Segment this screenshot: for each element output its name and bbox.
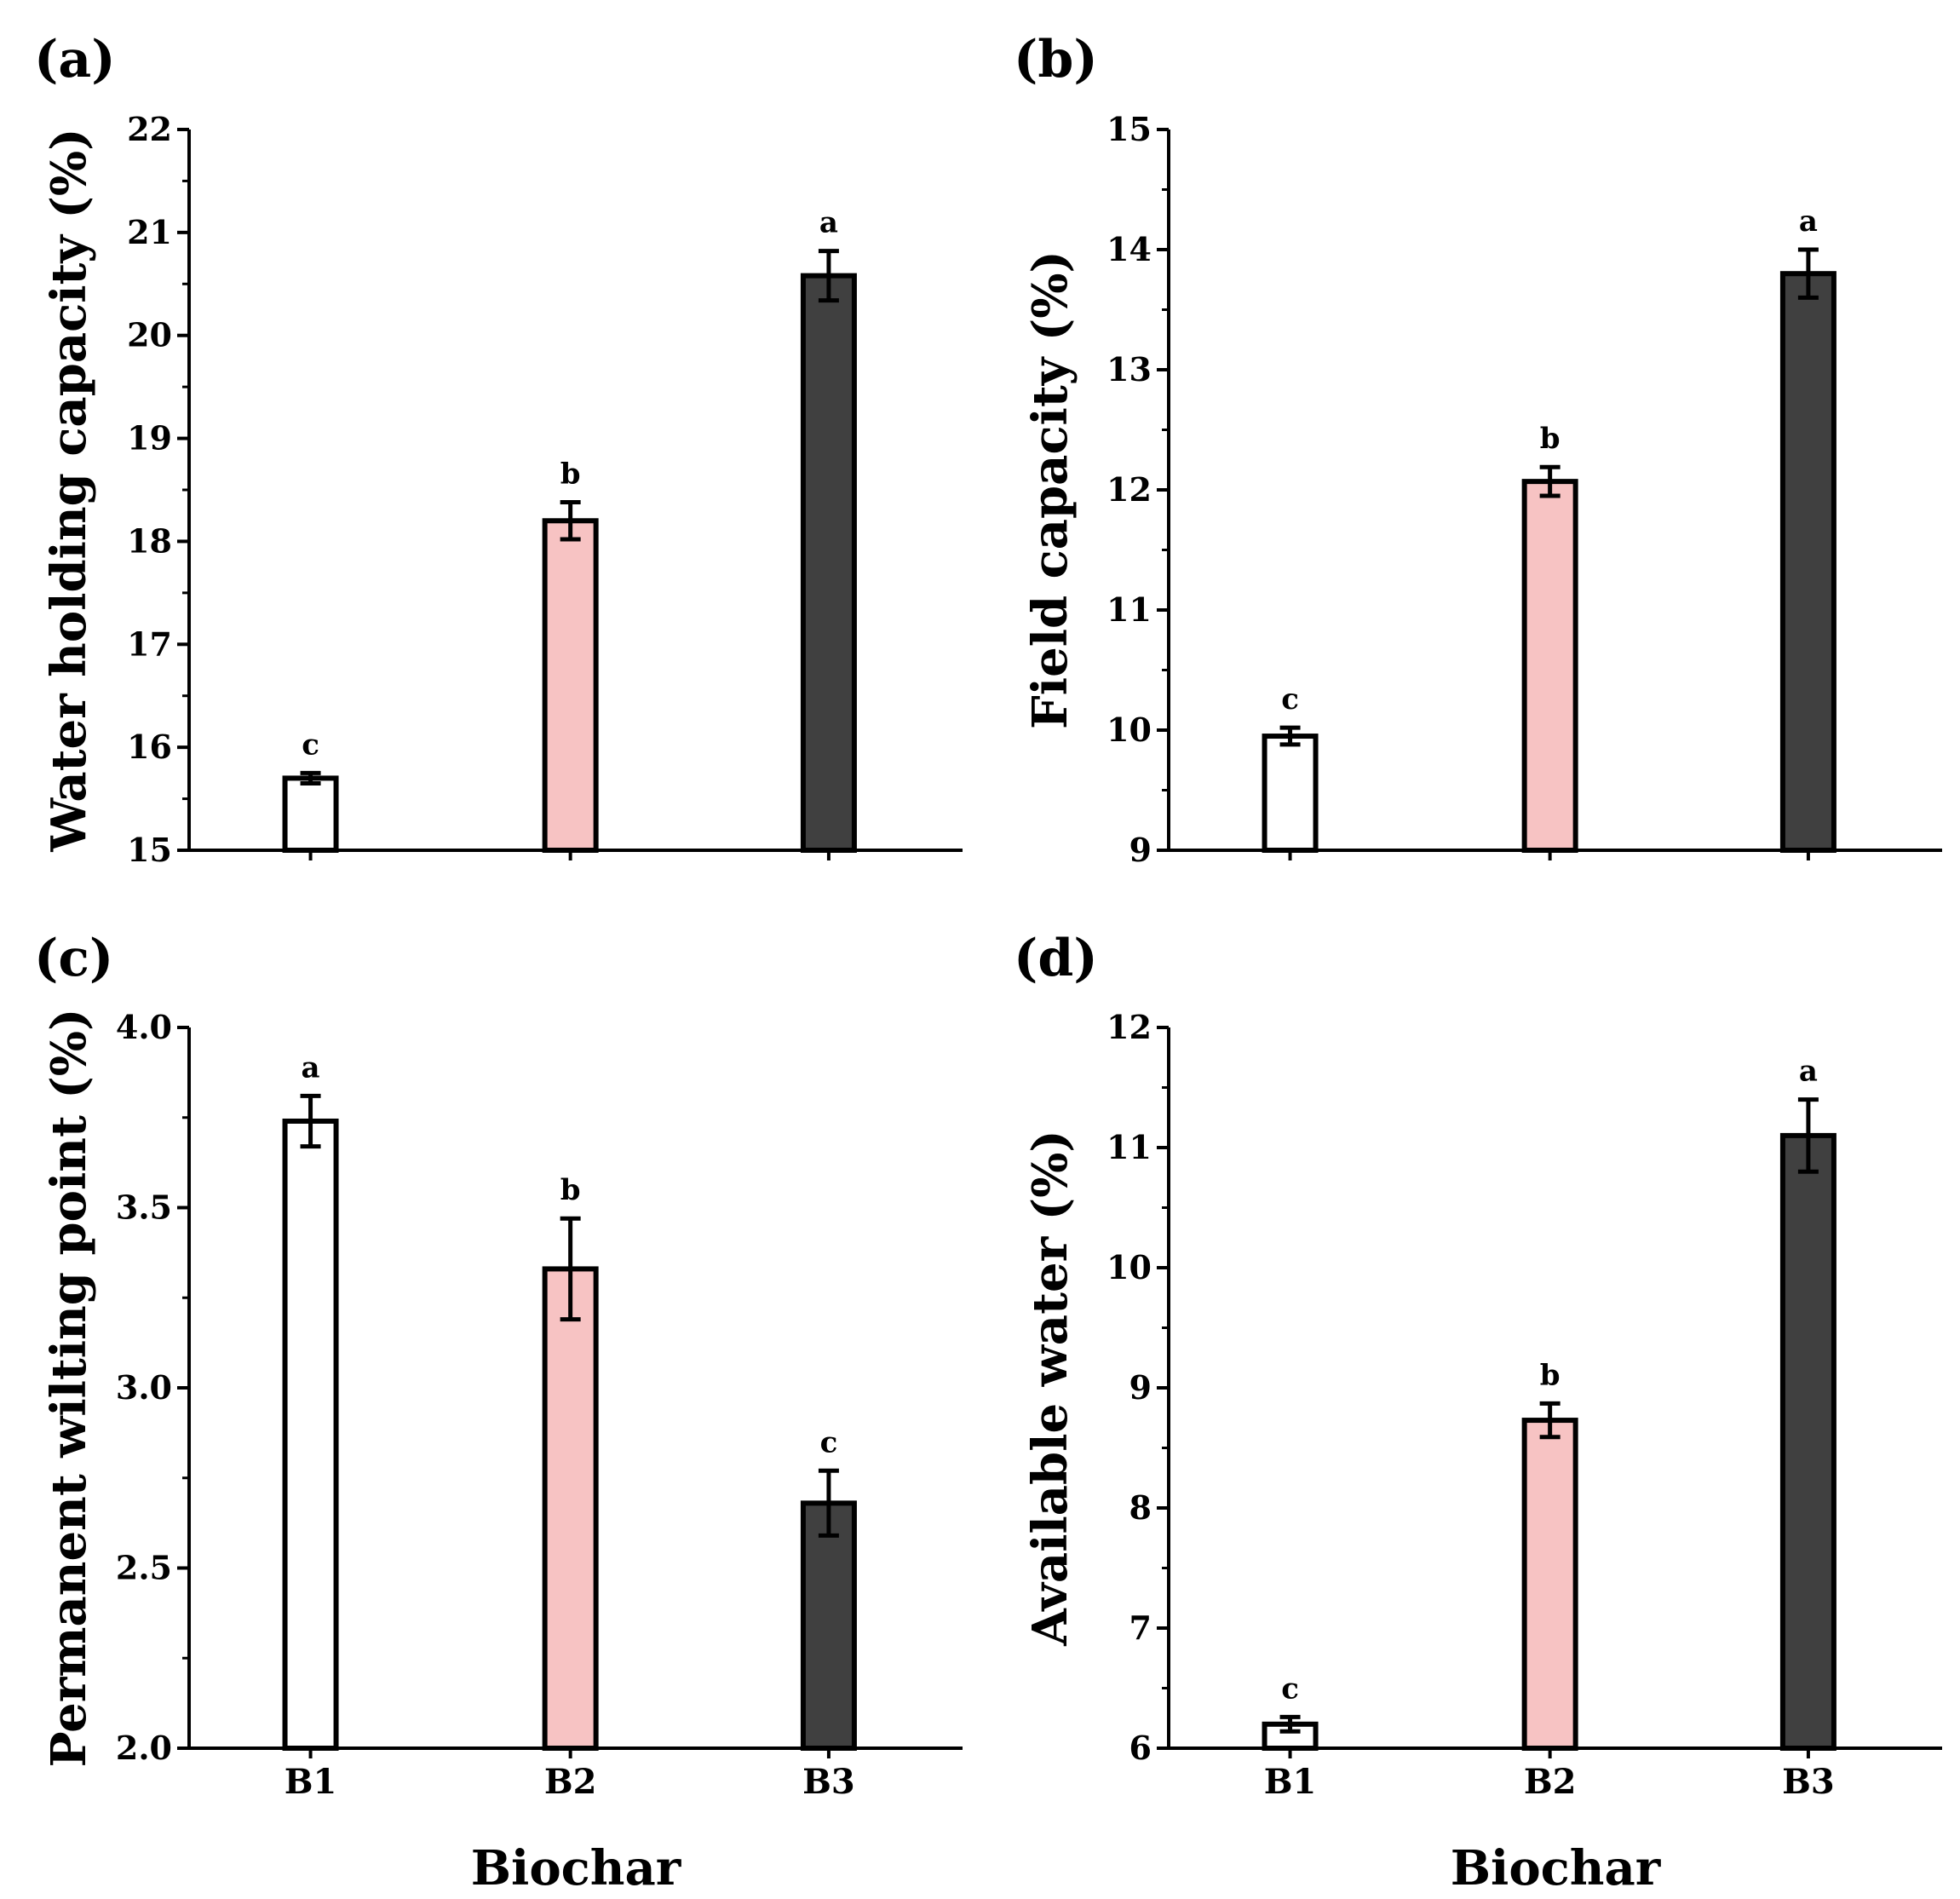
y-tick-label: 8 (1129, 1488, 1152, 1527)
significance-letter-b1: a (302, 1050, 320, 1085)
y-tick-label: 15 (1106, 110, 1152, 148)
y-tick-label: 7 (1129, 1608, 1152, 1647)
y-tick-label: 3.0 (116, 1368, 172, 1407)
y-tick-label: 6 (1129, 1729, 1152, 1767)
y-tick-label: 14 (1106, 230, 1152, 268)
significance-letter-b3: a (1799, 204, 1818, 239)
significance-letter-b2: b (1540, 422, 1561, 456)
y-axis-label: Field capacity (%) (1022, 250, 1078, 729)
x-tick-label-b3: B3 (802, 1762, 855, 1802)
y-tick-label: 18 (127, 521, 172, 560)
chart-panel-a: (a) Water holding capacity (%) 15 16 17 18 19 2… (34, 30, 963, 869)
panel-label: (d) (1014, 929, 1098, 988)
significance-letter-b3: c (820, 1425, 838, 1459)
bar-b3 (800, 273, 857, 854)
bar-b1 (282, 775, 339, 854)
significance-letter-b2: b (560, 457, 581, 492)
significance-letter-b3: a (1799, 1055, 1818, 1089)
bar-b3 (800, 1500, 857, 1751)
y-tick-label: 21 (127, 213, 172, 251)
significance-letter-b1: c (302, 728, 319, 762)
y-tick-label: 4.0 (116, 1008, 172, 1046)
x-axis-label: Biochar (471, 1840, 682, 1896)
y-tick-label: 12 (1106, 470, 1152, 509)
y-tick-label: 9 (1129, 831, 1152, 869)
y-tick-label: 13 (1106, 350, 1152, 388)
y-tick-label: 15 (127, 831, 172, 869)
significance-letter-b1: c (1281, 1672, 1299, 1706)
panel-label: (c) (34, 929, 113, 988)
significance-letter-b3: a (819, 206, 838, 240)
panel-label: (b) (1014, 30, 1098, 89)
bar-b2 (542, 518, 599, 853)
chart-panel-c: (c) Permanent wilting point (%) 2.0 2.5 3.0 3… (34, 929, 963, 1896)
bar-b1 (282, 1118, 339, 1751)
bar-b2 (1521, 479, 1578, 853)
bar-b1 (1262, 734, 1319, 853)
y-tick-label: 12 (1106, 1008, 1152, 1046)
x-tick-label-b1: B1 (285, 1762, 337, 1802)
y-tick-label: 10 (1106, 1248, 1152, 1286)
y-tick-label: 9 (1129, 1368, 1152, 1407)
y-tick-label: 2.0 (116, 1729, 172, 1767)
bar-b3 (1779, 271, 1836, 853)
x-tick-label-b1: B1 (1264, 1762, 1317, 1802)
y-tick-label: 11 (1106, 1128, 1152, 1166)
chart-panel-b: (b) Field capacity (%) 9 10 11 12 13 14 15 c b a (1014, 30, 1942, 869)
y-tick-label: 17 (127, 624, 172, 663)
significance-letter-b1: c (1281, 682, 1299, 716)
bar-b3 (1779, 1132, 1836, 1751)
x-tick-label-b3: B3 (1782, 1762, 1835, 1802)
significance-letter-b2: b (560, 1173, 581, 1207)
y-axis-label: Water holding capacity (%) (41, 128, 97, 852)
chart-panel-d: (d) Available water (%) 6 7 8 9 10 11 12 c B1 b B2 a B… (1014, 929, 1942, 1896)
y-tick-label: 2.5 (116, 1549, 172, 1587)
panel-label: (a) (34, 30, 116, 89)
bar-b2 (542, 1266, 599, 1752)
bar-b2 (1521, 1418, 1578, 1751)
y-tick-label: 22 (127, 110, 172, 148)
x-tick-label-b2: B2 (1524, 1762, 1577, 1802)
y-tick-label: 19 (127, 419, 172, 457)
y-tick-label: 20 (127, 316, 172, 354)
y-axis-label: Permanent wilting point (%) (41, 1008, 97, 1767)
y-tick-label: 10 (1106, 711, 1152, 749)
y-tick-label: 11 (1106, 590, 1152, 629)
x-axis-label: Biochar (1451, 1840, 1662, 1896)
significance-letter-b2: b (1540, 1358, 1561, 1392)
y-tick-label: 3.5 (116, 1188, 172, 1227)
y-tick-label: 16 (127, 728, 172, 766)
y-axis-label: Available water (%) (1022, 1130, 1078, 1647)
x-tick-label-b2: B2 (544, 1762, 597, 1802)
